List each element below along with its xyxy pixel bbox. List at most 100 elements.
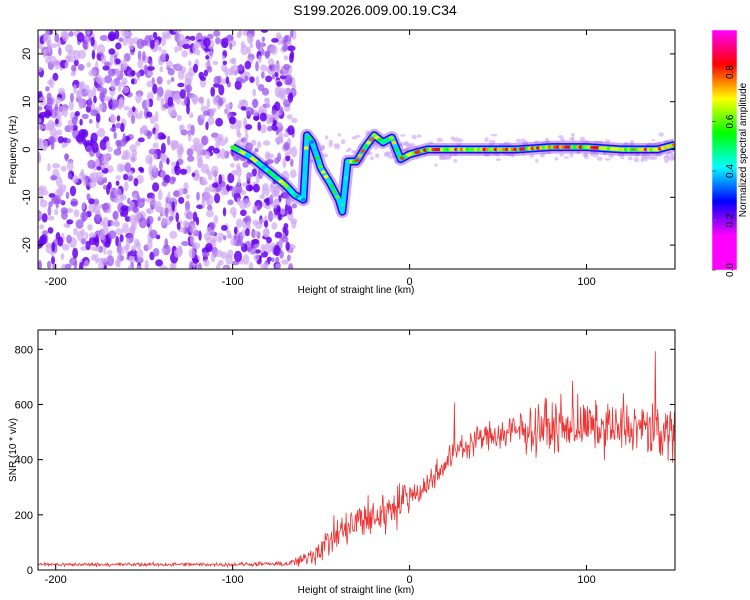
- noise-blob: [77, 64, 85, 71]
- noise-blob: [152, 142, 159, 149]
- noise-blob: [274, 231, 283, 239]
- noise-blob: [103, 249, 107, 255]
- noise-blob: [259, 112, 267, 122]
- snr-panel: -200 -100 0 100 0 200 400 600 800 Height of str…: [8, 329, 676, 596]
- noise-blob: [175, 95, 181, 105]
- noise-blob: [240, 209, 247, 217]
- noise-blob: [136, 38, 145, 50]
- noise-blob: [189, 112, 194, 119]
- noise-blob: [121, 77, 128, 85]
- noise-blob: [127, 197, 131, 205]
- noise-blob: [185, 194, 190, 200]
- noise-blob: [261, 186, 265, 197]
- noise-blob: [169, 176, 176, 185]
- noise-blob: [80, 168, 85, 177]
- noise-blob: [150, 204, 154, 210]
- ridge-cell: [343, 176, 349, 180]
- noise-blob: [490, 133, 498, 137]
- noise-blob: [259, 194, 265, 200]
- ridge-cell: [388, 136, 394, 140]
- noise-blob: [205, 168, 210, 176]
- noise-blob: [188, 60, 192, 67]
- noise-blob: [176, 221, 181, 230]
- noise-blob: [181, 241, 190, 246]
- noise-blob: [264, 220, 269, 228]
- noise-blob: [87, 97, 93, 109]
- noise-blob: [213, 83, 221, 88]
- noise-blob: [114, 188, 122, 198]
- noise-blob: [283, 223, 289, 230]
- noise-blob: [286, 198, 294, 204]
- noise-blob: [255, 39, 261, 50]
- noise-blob: [252, 219, 259, 226]
- noise-blob: [113, 220, 120, 226]
- ridge-cell: [267, 170, 272, 174]
- noise-blob: [57, 236, 64, 247]
- noise-blob: [242, 254, 250, 265]
- x-tick-label: -200: [45, 276, 67, 288]
- noise-blob: [69, 257, 78, 266]
- noise-blob: [408, 143, 416, 147]
- noise-blob: [161, 180, 168, 187]
- noise-blob: [139, 110, 144, 116]
- noise-blob: [148, 148, 157, 155]
- noise-blob: [49, 55, 57, 65]
- noise-blob: [128, 254, 136, 264]
- noise-blob: [146, 111, 153, 118]
- noise-blob: [173, 190, 180, 197]
- ridge-cell: [357, 153, 363, 158]
- noise-blob: [88, 198, 95, 205]
- noise-blob: [167, 68, 175, 76]
- noise-blob: [365, 151, 373, 156]
- noise-blob: [200, 76, 206, 81]
- ridge-cell: [363, 144, 369, 149]
- noise-blob: [146, 80, 154, 88]
- noise-blob: [244, 75, 249, 82]
- ridge-cell: [261, 165, 267, 170]
- noise-blob: [205, 151, 211, 160]
- noise-blob: [229, 207, 237, 216]
- noise-blob: [96, 44, 106, 55]
- noise-blob: [81, 201, 86, 211]
- noise-blob: [233, 250, 243, 262]
- noise-blob: [208, 145, 215, 151]
- noise-blob: [122, 57, 127, 67]
- noise-blob: [135, 140, 141, 147]
- noise-blob: [177, 82, 185, 88]
- ridge-cell: [315, 156, 320, 160]
- ridge-cell: [374, 135, 380, 140]
- ridge-cell: [318, 164, 323, 169]
- noise-blob: [215, 37, 221, 45]
- noise-blob: [270, 45, 278, 55]
- ridge-cell: [360, 149, 366, 153]
- noise-blob: [213, 30, 221, 37]
- noise-blob: [101, 164, 105, 171]
- noise-blob: [219, 148, 227, 160]
- noise-blob: [271, 38, 279, 43]
- noise-blob: [54, 103, 59, 111]
- noise-blob: [85, 145, 93, 153]
- noise-blob: [179, 89, 186, 99]
- noise-blob: [246, 172, 252, 182]
- y-tick-label: 600: [15, 399, 33, 411]
- noise-blob: [404, 141, 409, 146]
- noise-blob: [63, 223, 70, 228]
- noise-blob: [225, 254, 233, 265]
- noise-blob: [251, 248, 256, 254]
- noise-blob: [249, 42, 254, 49]
- noise-blob: [85, 240, 91, 251]
- noise-blob: [283, 132, 290, 138]
- noise-blob: [231, 57, 237, 65]
- noise-blob: [177, 44, 183, 52]
- noise-blob: [206, 209, 214, 218]
- noise-blob: [252, 205, 258, 211]
- noise-blob: [167, 191, 171, 203]
- noise-blob: [236, 197, 241, 206]
- noise-blob: [184, 200, 191, 212]
- noise-blob: [98, 245, 104, 253]
- noise-blob: [589, 152, 594, 157]
- ridge-cell: [278, 179, 284, 184]
- noise-blob: [141, 197, 146, 203]
- ridge-cell: [391, 140, 397, 145]
- noise-blob: [68, 31, 74, 37]
